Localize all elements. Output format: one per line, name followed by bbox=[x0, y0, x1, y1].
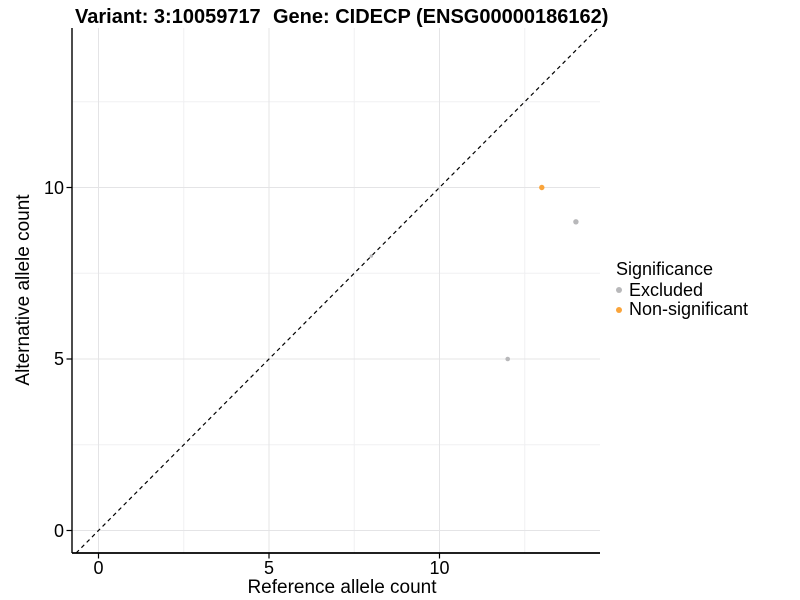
data-point-non-significant bbox=[539, 184, 545, 191]
legend-item-label: Non-significant bbox=[629, 299, 749, 319]
x-tick-label-10: 10 bbox=[429, 558, 450, 578]
variant-title: Variant: 3:10059717 bbox=[75, 6, 261, 28]
data-point-excluded bbox=[369, 254, 373, 258]
legend-title: Significance bbox=[616, 259, 714, 279]
y-tick-label-0: 0 bbox=[53, 520, 64, 541]
y-tick-label-5: 5 bbox=[53, 349, 64, 369]
legend-item-excluded: Excluded bbox=[616, 279, 748, 300]
legend: Significance Excluded Non-significant bbox=[616, 259, 749, 319]
y-tick-label-10: 10 bbox=[43, 177, 64, 198]
legend-item-non-significant: Non-significant bbox=[616, 299, 749, 319]
x-tick-label-0: 0 bbox=[93, 558, 104, 578]
excluded-dot-icon bbox=[616, 287, 622, 294]
y-axis-title: Alternative allele count bbox=[13, 194, 34, 386]
gene-title: Gene: CIDECP (ENSG00000186162) bbox=[273, 6, 609, 28]
non-significant-dot-icon bbox=[616, 306, 622, 313]
x-axis-title: Reference allele count bbox=[247, 577, 437, 598]
x-tick-label-5: 5 bbox=[263, 558, 275, 578]
data-point-excluded bbox=[505, 356, 511, 362]
data-point-excluded bbox=[573, 219, 579, 225]
legend-item-label: Excluded bbox=[629, 279, 704, 300]
identity-reference-line bbox=[75, 27, 599, 554]
